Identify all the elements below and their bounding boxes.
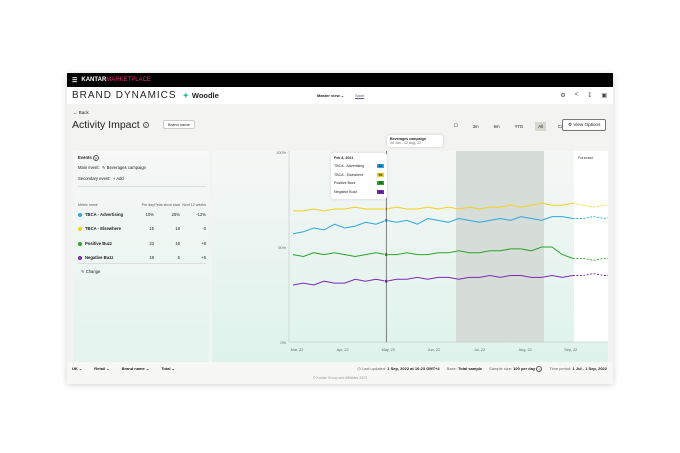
top-bar: ☰ KANTARMARKETPLACE [67, 73, 613, 87]
footer: UK ⌄ Retail ⌄ Brand name ⌄ Total ⌄ ◷ Las… [67, 362, 613, 384]
save-link[interactable]: Save [355, 93, 365, 98]
share-icon[interactable]: < [574, 92, 579, 98]
col-metric: Metric name [78, 203, 98, 207]
x-tick-label: Jun, 22 [428, 348, 440, 352]
peak-value: 5 [177, 255, 180, 261]
view-selector[interactable]: Master view ⌄ [317, 93, 345, 98]
series-line[interactable] [292, 216, 573, 235]
filter-channel[interactable]: Retail ⌄ [94, 366, 110, 371]
next-value: -12% [196, 211, 206, 217]
app-header: BRAND DYNAMICS ✦ Woodle Master view ⌄ Sav… [67, 87, 613, 104]
main-event: Main event: ✎ Beverages campaign [78, 165, 147, 170]
peak-value: 25% [171, 211, 180, 217]
metric-name: TBCA - Elsewhere [85, 226, 121, 232]
metric-row[interactable]: Positive Buzz 23 16 +8 [78, 236, 206, 251]
series-color-dot [78, 212, 82, 217]
forecast-region [574, 151, 670, 342]
series-line[interactable] [292, 246, 573, 259]
hamburger-icon[interactable]: ☰ [72, 77, 78, 84]
edit-icon[interactable]: ✎ [101, 165, 106, 170]
line-chart[interactable]: Forecast 100% 50% 0% Mar, 22 Apr, 22 May, 22 Ju… [212, 151, 670, 363]
peak-value: 18 [175, 226, 180, 232]
forecast-label: Forecast [578, 156, 594, 160]
client-logo: ✦ Woodle [182, 91, 219, 100]
next-value: +5 [201, 255, 206, 261]
events-title: Events ? [78, 155, 99, 161]
x-tick-label: Aug, 22 [519, 348, 532, 352]
series-color-dot [78, 227, 82, 232]
x-tick-label: Jul, 22 [474, 348, 485, 352]
y-tick-label: 50% [278, 246, 286, 250]
hover-tooltip: Feb 8, 2021 TBCA - Advertising 81 TBCA - El… [331, 153, 387, 199]
meta-info: ◷ Last updated: 1 Sep, 2022 at 16:23 GMT… [357, 366, 607, 372]
brand-pill[interactable]: Brand name [163, 120, 195, 129]
campaign-label: Beverages campaign 14 Jun - 12 Aug, 22 [387, 135, 443, 147]
info-icon[interactable]: ? [92, 155, 99, 161]
change-button[interactable]: ✎ Change [81, 269, 101, 274]
page-title: Activity Impact ? [72, 119, 149, 131]
tab-3m[interactable]: 3m [472, 123, 479, 129]
tooltip-item: Negative Buzz 94 [334, 189, 384, 194]
filter-market[interactable]: UK ⌄ [72, 366, 83, 371]
next-value: +8 [201, 240, 206, 246]
chart-area: Forecast 100% 50% 0% Mar, 22 Apr, 22 May, 22 Ju… [212, 151, 670, 363]
view-options-button[interactable]: ⚙ View Options [562, 119, 607, 131]
info-icon[interactable]: ? [142, 122, 149, 129]
metric-name: TBCA - Advertising [85, 211, 124, 217]
woodle-icon: ✦ [182, 91, 189, 100]
product-name: BRAND DYNAMICS [72, 90, 177, 101]
pre-day-value: 10% [145, 211, 154, 217]
comment-icon[interactable]: □ [454, 123, 458, 129]
tooltip-date: Feb 8, 2021 [334, 156, 354, 160]
filter-total[interactable]: Total ⌄ [161, 366, 175, 371]
series-color-dot [78, 241, 82, 246]
filter-brand[interactable]: Brand name ⌄ [121, 366, 150, 371]
metric-row[interactable]: Negative Buzz 19 5 +5 [78, 251, 206, 266]
peak-value: 16 [175, 240, 180, 246]
col-next: Next 12 weeks [182, 203, 206, 207]
series-color-dot [78, 256, 82, 261]
metric-row[interactable]: TBCA - Advertising 10% 25% -12% [78, 207, 206, 222]
events-panel: Events ? Main event: ✎ Beverages campaig… [73, 151, 209, 363]
col-pre: Pre day [141, 203, 154, 207]
settings-icon[interactable]: ⚙ [560, 93, 566, 99]
tab-ytd[interactable]: YTD [514, 123, 524, 129]
tooltip-item: TBCA - Elsewhere 92 [334, 172, 384, 177]
add-event-button[interactable]: + Add [112, 176, 124, 181]
x-tick-label: Sep, 22 [564, 348, 577, 352]
x-tick-label: Mar, 22 [291, 348, 304, 352]
tooltip-item: Positive Buzz 78 [334, 181, 384, 186]
download-icon[interactable]: ↧ [587, 93, 593, 99]
y-tick-label: 100% [276, 151, 286, 155]
copyright: © Kantar Group and Affiliates 2023 [312, 376, 368, 380]
forecast-line [572, 202, 656, 208]
metric-row[interactable]: TBCA - Elsewhere 15 18 -3 [78, 222, 206, 237]
pre-day-value: 23 [149, 240, 154, 246]
info-icon[interactable]: ? [536, 366, 543, 372]
tab-all[interactable]: All [535, 121, 546, 131]
main-event-value[interactable]: Beverages campaign [106, 165, 147, 170]
series-line[interactable] [293, 202, 573, 212]
pre-day-value: 19 [149, 255, 154, 261]
secondary-event: Secondary event: + Add [78, 176, 124, 181]
x-tick-label: May, 22 [382, 348, 395, 352]
x-tick-label: Apr, 22 [337, 348, 349, 352]
range-tabs: □ 3m 6m YTD All Custom [451, 121, 576, 131]
pre-day-value: 15 [149, 226, 154, 232]
tab-6m[interactable]: 6m [493, 123, 500, 129]
col-peak: Peak since start [154, 203, 180, 207]
tooltip-item: TBCA - Advertising 81 [334, 164, 384, 169]
metrics-table: Metric name Pre day Peak since start Nex… [78, 191, 206, 265]
metric-name: Positive Buzz [85, 240, 112, 246]
series-line[interactable] [292, 274, 573, 286]
expand-icon[interactable]: ▣ [601, 93, 607, 99]
next-value: -3 [202, 226, 206, 232]
app-window: ☰ KANTARMARKETPLACE BRAND DYNAMICS ✦ Wood… [67, 73, 670, 384]
back-link[interactable]: ← Back [73, 110, 89, 115]
campaign-period-shade [456, 151, 544, 342]
metric-name: Negative Buzz [85, 255, 114, 261]
y-tick-label: 0% [281, 341, 287, 345]
kantar-logo: KANTARMARKETPLACE [81, 77, 151, 83]
